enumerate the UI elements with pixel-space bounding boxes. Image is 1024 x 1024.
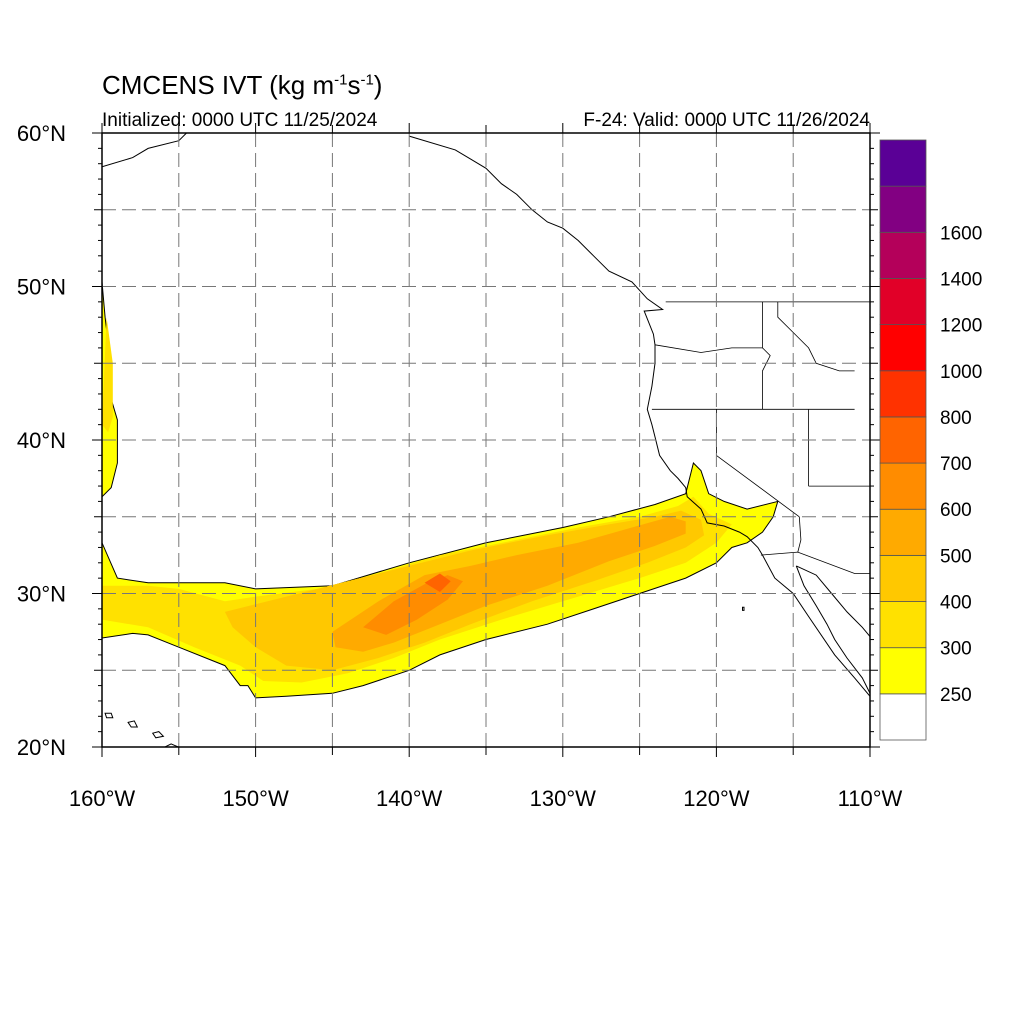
id-mt-border bbox=[777, 301, 855, 372]
kodiak-alaska-coast bbox=[102, 133, 187, 168]
coastlines bbox=[102, 133, 870, 747]
lat-label: 40°N bbox=[17, 428, 66, 453]
colorbar-swatch bbox=[879, 693, 927, 741]
lon-label: 150°W bbox=[222, 786, 289, 811]
colorbar-swatch bbox=[879, 139, 927, 187]
colorbar: 250 300 400 500 600 700 800 1000 1200 1400 1600 bbox=[879, 139, 982, 741]
graticule bbox=[102, 133, 870, 747]
colorbar-swatch bbox=[879, 278, 927, 326]
colorbar-label: 1400 bbox=[940, 269, 982, 290]
lon-label: 130°W bbox=[530, 786, 597, 811]
colorbar-label: 500 bbox=[940, 546, 972, 567]
ivt-shading bbox=[102, 281, 779, 699]
lon-label: 120°W bbox=[683, 786, 750, 811]
guadalupe-island bbox=[742, 606, 745, 611]
colorbar-label: 1200 bbox=[940, 316, 982, 337]
lat-label: 60°N bbox=[17, 121, 66, 146]
hawaii-oahu bbox=[127, 720, 139, 728]
hawaii-maui bbox=[151, 731, 165, 739]
lon-label: 110°W bbox=[838, 786, 903, 811]
north-america-west-coast bbox=[409, 135, 870, 697]
lon-label: 160°W bbox=[69, 786, 136, 811]
colorbar-swatch bbox=[879, 370, 927, 418]
lat-label: 50°N bbox=[17, 275, 66, 300]
baja-gulf-coast bbox=[795, 565, 870, 694]
ivt-700 bbox=[424, 573, 451, 592]
title-exponent-1: -1 bbox=[334, 71, 348, 89]
valid-time-label: F-24: Valid: 0000 UTC 11/26/2024 bbox=[583, 110, 870, 131]
colorbar-swatch bbox=[879, 462, 927, 510]
colorbar-swatch bbox=[879, 185, 927, 233]
colorbar-label: 800 bbox=[940, 408, 972, 429]
lat-label: 20°N bbox=[17, 735, 66, 760]
lat-label: 30°N bbox=[17, 582, 66, 607]
ivt-300-west bbox=[102, 317, 113, 433]
colorbar-swatch bbox=[879, 324, 927, 372]
colorbar-swatch bbox=[879, 508, 927, 556]
title-main: CMCENS IVT (kg m bbox=[102, 70, 335, 100]
title-unit-s: s bbox=[347, 70, 361, 100]
colorbar-swatch bbox=[879, 231, 927, 279]
ca-az-border bbox=[797, 516, 802, 553]
mexico-mainland-coast bbox=[796, 565, 870, 637]
colorbar-label: 400 bbox=[940, 593, 972, 614]
colorbar-label: 1000 bbox=[940, 362, 982, 383]
colorbar-swatch bbox=[879, 601, 927, 649]
figure-title: CMCENS IVT (kg m-1s-1) bbox=[102, 70, 382, 101]
colorbar-label: 1600 bbox=[940, 223, 982, 244]
colorbar-swatch bbox=[879, 647, 927, 695]
us-mexico-border bbox=[760, 551, 870, 574]
colorbar-label: 300 bbox=[940, 639, 972, 660]
initialized-label: Initialized: 0000 UTC 11/25/2024 bbox=[102, 110, 378, 131]
ivt-500 bbox=[332, 516, 686, 652]
colorbar-label: 250 bbox=[940, 685, 972, 706]
colorbar-label: 600 bbox=[940, 500, 972, 521]
title-close: ) bbox=[373, 70, 383, 100]
lon-label: 140°W bbox=[376, 786, 443, 811]
colorbar-swatch bbox=[879, 416, 927, 464]
plot-frame bbox=[101, 132, 871, 748]
colorbar-swatch bbox=[879, 554, 927, 602]
axis-labels: 60°N 50°N 40°N 30°N 20°N 160°W 150°W 140°W 130°W… bbox=[17, 121, 903, 811]
hawaii-kauai bbox=[104, 712, 114, 719]
colorbar-label: 700 bbox=[940, 454, 972, 475]
hawaii-big-island bbox=[164, 743, 180, 747]
title-exponent-2: -1 bbox=[360, 71, 374, 89]
wa-or-border bbox=[654, 344, 763, 353]
